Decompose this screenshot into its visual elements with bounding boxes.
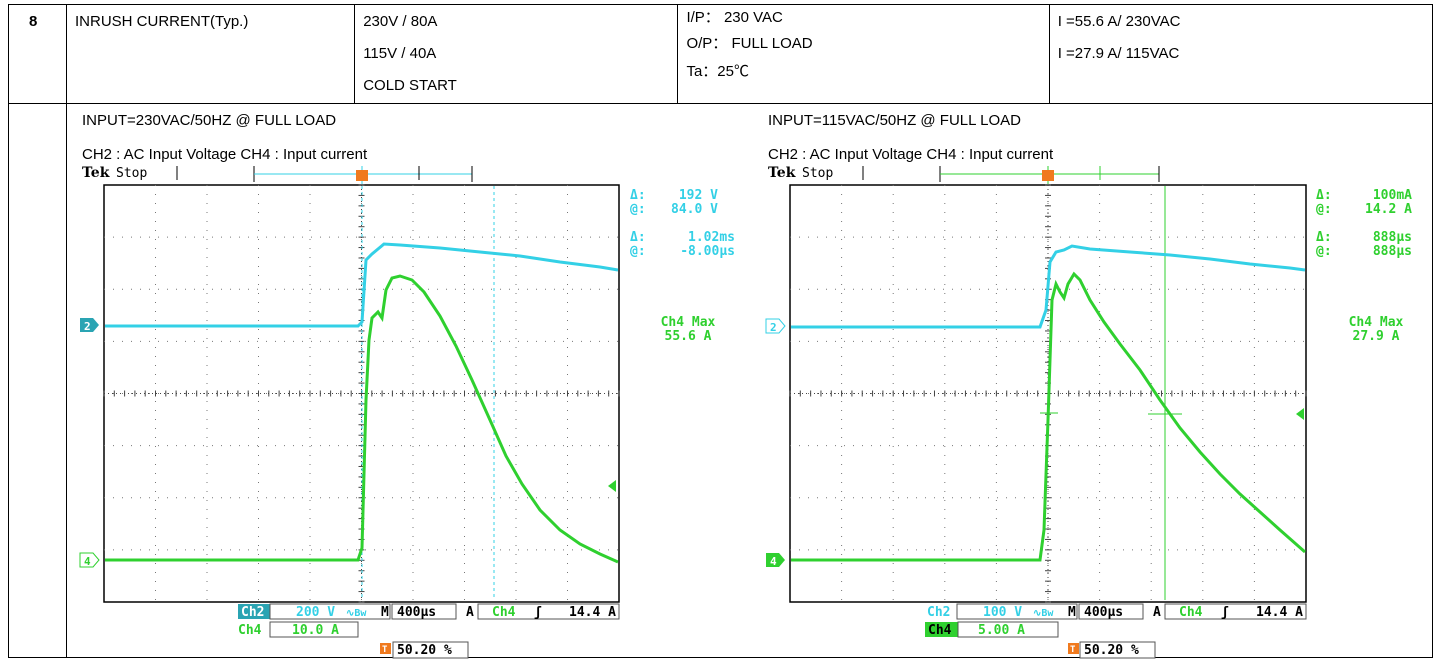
ch2-label: Ch2 — [241, 605, 264, 620]
ch2-ground-marker: 2 — [765, 318, 786, 334]
ch4-scale: 10.0 A — [292, 623, 339, 638]
tek-brand: Tek — [768, 165, 796, 181]
trigger-slope: ʃ — [534, 605, 542, 620]
scope-screen: Tek Stop T 2 4 — [79, 165, 735, 659]
cursor-at-label: @: — [1316, 202, 1332, 217]
cursor-delta-label: Δ: — [1316, 230, 1332, 245]
trigger-position: 50.20 % — [397, 643, 452, 658]
trigger-source: Ch4 — [1179, 605, 1203, 620]
spec-line: COLD START — [363, 77, 457, 94]
scope-screen: Tek Stop T 2 4 — [765, 165, 1412, 659]
measurement-value: 55.6 A — [665, 329, 712, 344]
trigger-position: 50.20 % — [1084, 643, 1139, 658]
measurement-label: Ch4 Max — [661, 315, 716, 330]
condition-line: O/P： FULL LOAD — [686, 35, 813, 52]
condition-cell: I/P： 230 VAC O/P： FULL LOAD Ta：25℃ — [677, 4, 1050, 104]
svg-text:T: T — [382, 645, 388, 655]
ch4-current-trace — [105, 274, 619, 564]
trigger-level: 14.4 A — [1256, 605, 1303, 620]
trigger-source: Ch4 — [492, 605, 516, 620]
svg-text:T: T — [1070, 645, 1076, 655]
ch4-scale: 5.00 A — [978, 623, 1025, 638]
cursor-delta-label: Δ: — [630, 230, 646, 245]
svg-text:2: 2 — [770, 321, 777, 334]
status-bar: Ch2 200 V ∿Bw M 400µs A Ch4 ʃ 14.4 A Ch4… — [238, 603, 620, 659]
ch2-scale: 200 V — [296, 605, 335, 620]
cursor-readouts: Δ: 100mA @: 14.2 A Δ: 888µs @: 888µs — [1316, 188, 1412, 259]
cursor-delta-value: 100mA — [1373, 188, 1412, 203]
ch4-label: Ch4 — [238, 623, 262, 638]
cursor-at-label: @: — [630, 244, 646, 259]
trigger-level-marker — [608, 480, 616, 492]
acq-state: Stop — [802, 166, 833, 181]
trigger-level-marker — [1296, 408, 1304, 420]
ch2-scale: 100 V — [983, 605, 1022, 620]
ch2-voltage-trace — [791, 244, 1306, 329]
trigger-level: 14.4 A — [569, 605, 616, 620]
cursor-at-value: 888µs — [1373, 244, 1412, 259]
bandwidth-icon: ∿Bw — [1033, 608, 1054, 619]
timebase: 400µs — [397, 605, 436, 620]
item-number-cell: 8 — [8, 4, 67, 104]
spec-cell: 230V / 80A 115V / 40A COLD START — [354, 4, 679, 104]
cursor-at-value: 84.0 V — [671, 202, 718, 217]
cursor-delta-value: 888µs — [1373, 230, 1412, 245]
timebase: 400µs — [1084, 605, 1123, 620]
status-bar: Ch2 100 V ∿Bw M 400µs A Ch4 ʃ 14.4 A Ch4… — [925, 603, 1307, 659]
cursor-at-label: @: — [630, 202, 646, 217]
ch4-current-trace — [791, 271, 1306, 562]
trigger-slope: ʃ — [1221, 605, 1229, 620]
record-bar — [862, 166, 1160, 184]
condition-line: I/P： 230 VAC — [686, 9, 783, 26]
ch2-voltage-trace — [105, 242, 619, 328]
blank-cell — [8, 103, 67, 658]
condition-line: Ta：25℃ — [686, 63, 749, 80]
scope-title: INPUT=115VAC/50HZ @ FULL LOAD — [768, 112, 1021, 129]
ch2-ground-marker: 2 — [80, 318, 99, 333]
svg-text:2: 2 — [84, 320, 91, 333]
ch4-ground-marker: 4 — [766, 553, 785, 568]
item-name: INRUSH CURRENT(Typ.) — [75, 13, 249, 30]
cursor-delta-value: 192 V — [679, 188, 718, 203]
measurement-label: Ch4 Max — [1349, 315, 1404, 330]
spec-line: 230V / 80A — [363, 13, 438, 30]
svg-text:4: 4 — [770, 555, 777, 568]
item-number: 8 — [29, 13, 38, 30]
trigger-mode: A — [466, 605, 474, 620]
record-bar — [176, 166, 473, 184]
cursor-delta-label: Δ: — [1316, 188, 1332, 203]
result-line: I =55.6 A/ 230VAC — [1057, 13, 1181, 30]
measurement-readout: Ch4 Max 27.9 A — [1349, 315, 1404, 344]
cursor-delta-label: Δ: — [630, 188, 646, 203]
cursor-readouts: Δ: 192 V @: 84.0 V Δ: 1.02ms @: -8.00µs — [630, 188, 735, 259]
bandwidth-icon: ∿Bw — [346, 608, 367, 619]
cursor-delta-value: 1.02ms — [688, 230, 735, 245]
trigger-mode: A — [1153, 605, 1161, 620]
measurement-value: 27.9 A — [1353, 329, 1400, 344]
ch4-ground-marker: 4 — [79, 552, 100, 568]
cursor-at-label: @: — [1316, 244, 1332, 259]
ch4-label: Ch4 — [928, 623, 952, 638]
cursor-at-value: 14.2 A — [1365, 202, 1412, 217]
scope-channels: CH2 : AC Input Voltage CH4 : Input curre… — [82, 146, 368, 163]
scope-channels: CH2 : AC Input Voltage CH4 : Input curre… — [768, 146, 1054, 163]
ch2-label: Ch2 — [927, 605, 950, 620]
item-name-cell: INRUSH CURRENT(Typ.) — [65, 4, 356, 104]
measurement-readout: Ch4 Max 55.6 A — [661, 315, 716, 344]
scope-title: INPUT=230VAC/50HZ @ FULL LOAD — [82, 112, 337, 129]
tek-brand: Tek — [82, 165, 110, 181]
time-prefix: M — [381, 605, 389, 620]
cursor-at-value: -8.00µs — [680, 244, 735, 259]
spec-line: 115V / 40A — [363, 45, 437, 62]
svg-text:4: 4 — [84, 555, 91, 568]
result-line: I =27.9 A/ 115VAC — [1057, 45, 1180, 62]
time-prefix: M — [1068, 605, 1076, 620]
acq-state: Stop — [116, 166, 147, 181]
